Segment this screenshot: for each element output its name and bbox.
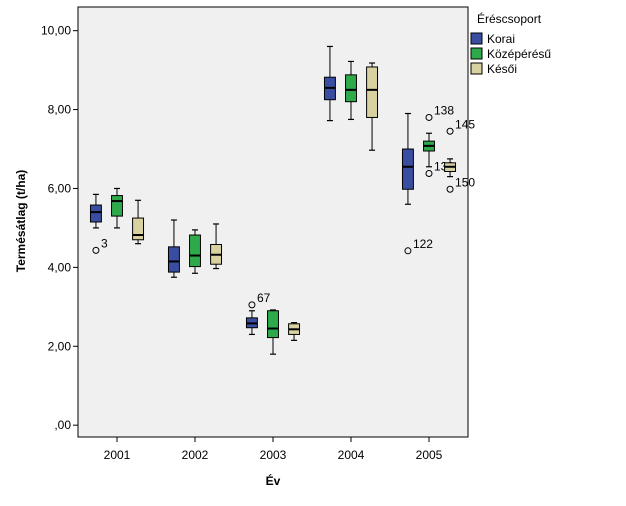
- y-tick-label: ,00: [54, 418, 71, 432]
- outlier-label: 122: [413, 237, 433, 251]
- legend-title: Éréscsoport: [477, 11, 542, 26]
- x-tick-label: 2001: [104, 448, 131, 462]
- legend-swatch: [470, 32, 483, 45]
- y-tick-label: 10,00: [41, 24, 71, 38]
- box-Középérésű-2001: [111, 187, 123, 229]
- box-iqr: [132, 217, 145, 241]
- box-Korai-2003: 67: [245, 291, 271, 336]
- y-tick-label: 6,00: [48, 181, 72, 195]
- x-axis-title: Év: [266, 473, 281, 488]
- box-iqr: [89, 204, 102, 223]
- box-iqr: [167, 246, 180, 273]
- outlier-label: 138: [434, 103, 454, 117]
- x-tick-label: 2004: [338, 448, 365, 462]
- box-Korai-2005: 122: [401, 112, 433, 255]
- outlier-point: [446, 127, 454, 135]
- box-Korai-2001: 3: [89, 193, 108, 254]
- box-Középérésű-2004: [345, 60, 357, 121]
- x-tick-label: 2003: [260, 448, 287, 462]
- x-tick-label: 2005: [416, 448, 443, 462]
- box-iqr: [366, 66, 379, 118]
- box-iqr: [345, 74, 357, 103]
- x-tick-label: 2002: [182, 448, 209, 462]
- box-Korai-2002: [167, 219, 180, 278]
- y-axis: ,00 2,00 4,00 6,00 8,00 10,00: [41, 24, 78, 432]
- box-Középérésű-2002: [189, 229, 201, 274]
- series-Korai: 3 67 122: [89, 45, 433, 336]
- legend-swatch: [470, 47, 483, 60]
- box-Késői-2003: [288, 321, 301, 341]
- series-Késői: 145 150: [132, 62, 475, 341]
- x-axis: 2001 2002 2003 2004 2005: [104, 437, 443, 462]
- outlier-point: [425, 113, 433, 121]
- box-Késői-2005: 145 150: [444, 117, 475, 193]
- legend-label: Korai: [487, 32, 515, 46]
- y-axis-title: Termésátlag (t/ha): [14, 170, 28, 272]
- legend-label: Középérésű: [487, 47, 551, 61]
- outlier-point: [248, 301, 256, 309]
- box-Középérésű-2003: [267, 309, 279, 355]
- y-tick-label: 2,00: [48, 339, 72, 353]
- legend-swatch: [470, 62, 483, 75]
- outlier-label: 150: [455, 175, 475, 189]
- box-iqr: [111, 195, 123, 217]
- box-iqr: [267, 310, 279, 339]
- outlier-point: [92, 246, 100, 254]
- box-Korai-2004: [323, 45, 336, 122]
- outlier-label: 67: [257, 291, 271, 305]
- legend-label: Késői: [487, 62, 517, 76]
- outlier-label: 145: [455, 117, 475, 131]
- y-tick-label: 4,00: [48, 260, 72, 274]
- outlier-point: [446, 185, 454, 193]
- box-iqr: [401, 148, 414, 190]
- outlier-label: 3: [101, 236, 108, 250]
- box-Késői-2002: [210, 223, 223, 270]
- outlier-point: [425, 169, 433, 177]
- y-tick-label: 8,00: [48, 103, 72, 117]
- box-iqr: [189, 234, 201, 268]
- box-Késői-2004: [366, 62, 379, 151]
- box-Késői-2001: [132, 199, 145, 245]
- outlier-point: [404, 247, 412, 255]
